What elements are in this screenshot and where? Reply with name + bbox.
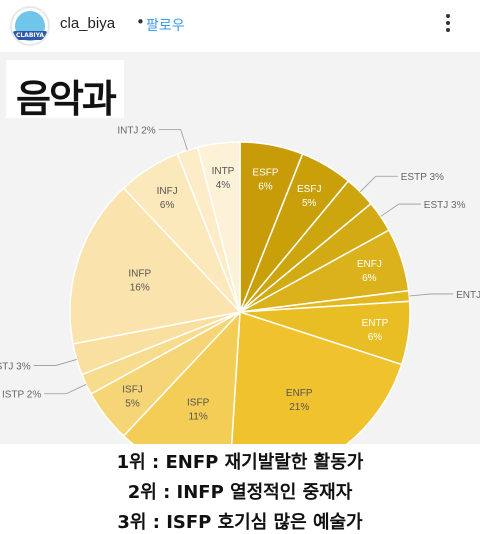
follow-button[interactable]: 팔로우 [146, 18, 185, 34]
slice-label-intj: INTJ 2% [117, 125, 155, 136]
slice-label-isfj: ISFJ [122, 384, 143, 395]
slice-label-istp: ISTP 2% [2, 390, 41, 401]
slice-value-isfp: 11% [188, 412, 207, 423]
title-box: 음악과 [6, 60, 124, 121]
rank-item-1: 1위 : ENFP 재기발랄한 활동가 [116, 452, 364, 473]
slice-label-istj: ISTJ 3% [0, 362, 31, 373]
slice-value-enfj: 6% [362, 273, 377, 284]
leader-line-entj [409, 293, 454, 297]
post-image: ESFP 6% ESFJ 5% ESTP 3% ESTJ 3% ENFJ 6% ENTJ 1% E… [0, 52, 480, 534]
pie-slice-infp [69, 187, 242, 345]
leader-line-estp [359, 175, 398, 193]
slice-value-entp: 6% [368, 332, 383, 343]
pie-slice-isfp [122, 309, 241, 444]
slice-label-intp: INTP [212, 166, 235, 177]
slice-label-enfj: ENFJ [357, 259, 382, 270]
slice-value-intp: 4% [216, 180, 231, 191]
slice-label-esfp: ESFP [252, 167, 278, 178]
slice-label-estp: ESTP 3% [401, 172, 444, 183]
pie-slice-enfp [230, 310, 403, 444]
chart-title: 음악과 [16, 77, 117, 121]
pie-chart: ESFP 6% ESFJ 5% ESTP 3% ESTJ 3% ENFJ 6% ENTJ 1% E… [0, 125, 480, 444]
avatar-brand-text: CLABIYA [13, 31, 47, 40]
rank-list: 1위 : ENFP 재기발랄한 활동가 2위 : INFP 열정적인 중재자 3… [0, 444, 480, 534]
avatar[interactable]: CLABIYA [10, 6, 50, 46]
slice-value-isfj: 5% [125, 398, 140, 409]
slice-label-infj: INFJ [157, 186, 178, 197]
rank-item-2: 2위 : INFP 열정적인 중재자 [127, 482, 353, 503]
slice-label-entj: ENTJ 1% [456, 290, 480, 301]
leader-line-istj [33, 359, 77, 366]
post-header: CLABIYA cla_biya • 팔로우 [0, 0, 480, 52]
more-options-icon[interactable] [438, 11, 458, 39]
slice-value-esfp: 6% [258, 181, 273, 192]
rank-item-3: 3위 : ISFP 호기심 많은 예술가 [117, 512, 363, 533]
slice-label-entp: ENTP [362, 318, 389, 329]
slice-value-esfj: 5% [302, 198, 317, 209]
slice-label-enfp: ENFP [286, 388, 313, 399]
pie-slice-intp [196, 141, 241, 313]
chart-area: ESFP 6% ESFJ 5% ESTP 3% ESTJ 3% ENFJ 6% ENTJ 1% E… [0, 52, 480, 444]
slice-value-infp: 16% [130, 282, 150, 293]
leader-line-intj [158, 128, 188, 151]
slice-value-enfp: 21% [289, 402, 309, 413]
slice-label-isfp: ISFP [187, 398, 210, 409]
leader-line-estj [380, 203, 421, 217]
separator-dot: • [136, 13, 145, 31]
slice-label-infp: INFP [128, 268, 151, 279]
slice-label-estj: ESTJ 3% [424, 200, 466, 211]
slice-label-esfj: ESFJ [297, 184, 321, 195]
username[interactable]: cla_biya [60, 15, 116, 32]
slice-value-infj: 6% [160, 200, 175, 211]
leader-line-istp [44, 384, 87, 395]
